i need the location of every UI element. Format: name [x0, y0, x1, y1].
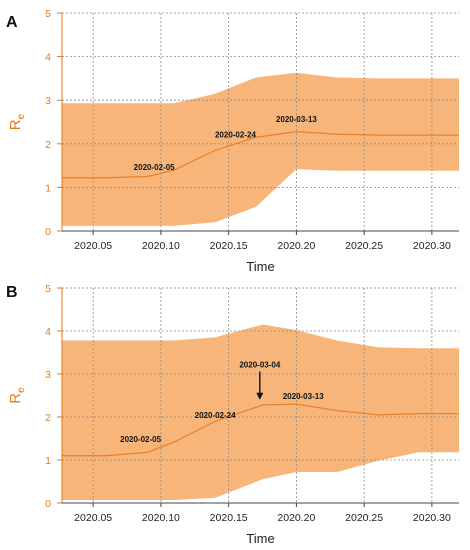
y-tick-label: 1 — [45, 455, 51, 467]
x-tick-label: 2020.05 — [74, 240, 112, 252]
date-annotation: 2020-03-13 — [276, 115, 317, 124]
chart-svg-a: 0 1 2 3 4 5 2020.05 2020.10 2020.15 2020.20 2020.2… — [7, 8, 459, 274]
x-tick-label: 2020.30 — [413, 240, 451, 252]
date-annotation: 2020-02-05 — [134, 163, 175, 172]
x-tick-label: 2020.10 — [142, 512, 180, 524]
panel-label: A — [6, 14, 18, 31]
mean-re-line — [62, 403, 459, 457]
y-tick-label: 0 — [45, 226, 51, 238]
date-annotation: 2020-03-04 — [239, 361, 280, 370]
x-tick-label: 2020.15 — [210, 240, 248, 252]
credible-interval-band — [62, 324, 459, 500]
date-annotation: 2020-02-24 — [195, 411, 236, 420]
panel-label: B — [6, 284, 18, 301]
y-tick-label: 2 — [45, 412, 51, 424]
y-tick-label: 1 — [45, 182, 51, 194]
date-annotation: 2020-02-24 — [215, 131, 256, 140]
x-tick-label: 2020.05 — [74, 512, 112, 524]
date-annotation: 2020-02-05 — [120, 435, 161, 444]
mean-re-line — [62, 130, 459, 179]
y-tick-label: 5 — [45, 8, 51, 20]
x-tick-label: 2020.15 — [210, 512, 248, 524]
x-tick-label: 2020.20 — [277, 240, 315, 252]
y-tick-label: 4 — [45, 52, 51, 64]
chart-svg-b: 0 1 2 3 4 5 2020.05 2020.10 2020.15 2020.20 2020.2… — [7, 283, 459, 546]
x-tick-label: 2020.25 — [345, 240, 383, 252]
y-tick-label: 2 — [45, 139, 51, 151]
x-tick-label: 2020.10 — [142, 240, 180, 252]
y-tick-label: 3 — [45, 95, 51, 107]
y-axis-title-subscript: e — [16, 113, 27, 119]
chart-panel-b: B 0 1 2 3 4 5 2020.05 2020.10 2020.15 2020.20 2020… — [0, 272, 470, 547]
y-tick-label: 3 — [45, 369, 51, 381]
x-axis-title: Time — [246, 259, 274, 274]
y-axis-title: Re — [7, 387, 27, 404]
credible-interval-band — [62, 72, 459, 226]
annotation-arrow-head — [256, 392, 264, 400]
date-annotation: 2020-03-13 — [283, 392, 324, 401]
x-tick-label: 2020.25 — [345, 512, 383, 524]
x-axis-title: Time — [246, 531, 274, 546]
y-tick-label: 0 — [45, 498, 51, 510]
y-axis-title: Re — [7, 113, 27, 130]
y-tick-label: 5 — [45, 283, 51, 295]
x-tick-label: 2020.20 — [277, 512, 315, 524]
y-axis-title-subscript: e — [16, 387, 27, 393]
x-tick-label: 2020.30 — [413, 512, 451, 524]
chart-panel-a: A 0 1 2 3 4 5 2020.05 2020.10 2020.15 2020.20 2020… — [6, 8, 459, 274]
y-tick-label: 4 — [45, 326, 51, 338]
